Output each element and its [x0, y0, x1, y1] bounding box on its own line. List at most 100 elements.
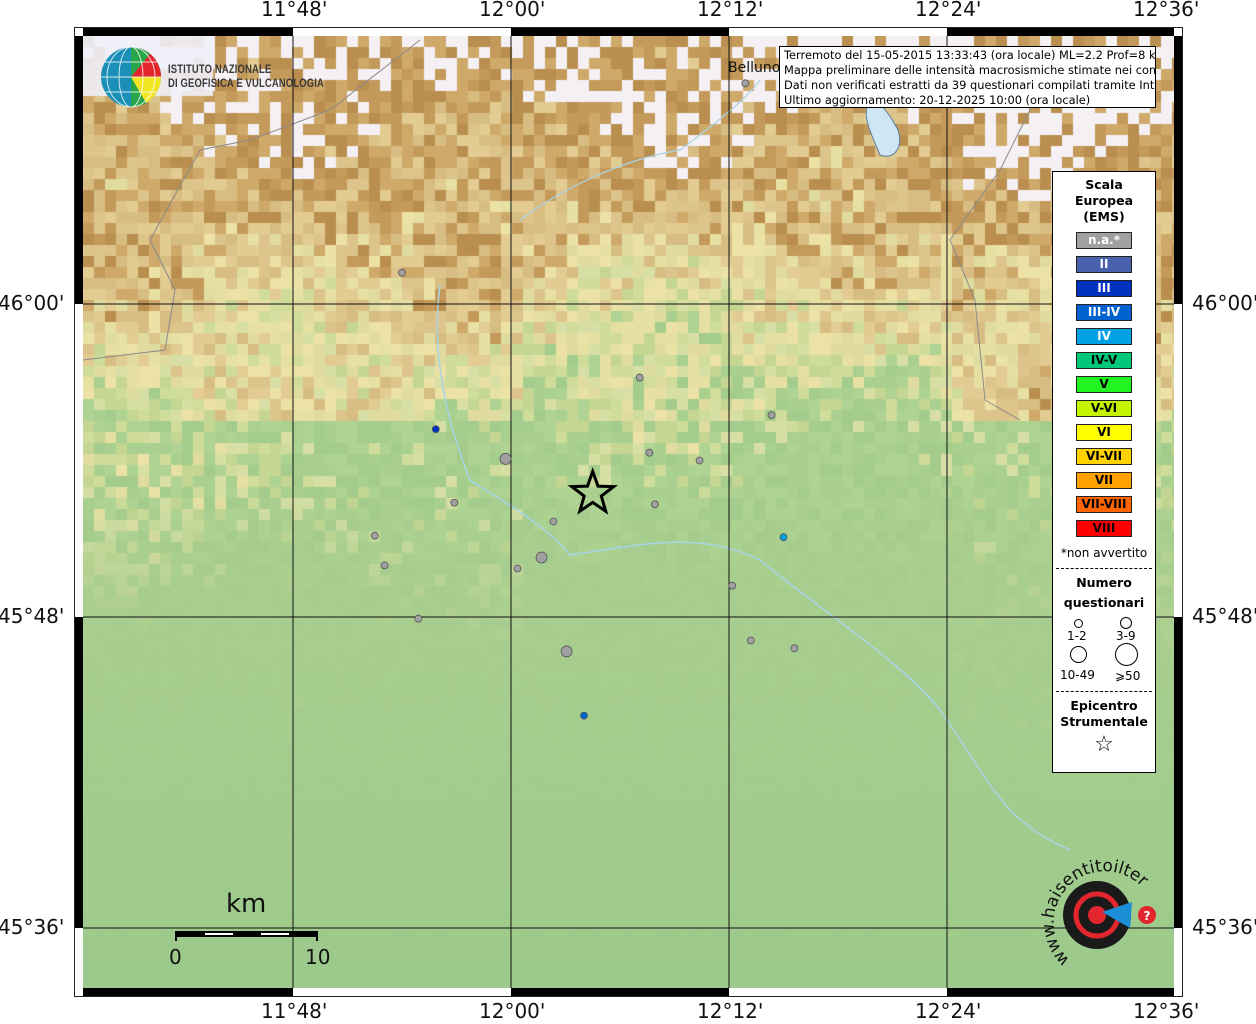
- scale-bar: [175, 931, 318, 941]
- observation-point[interactable]: [370, 531, 379, 540]
- observation-point[interactable]: [695, 456, 704, 465]
- frame-band-bottom: [293, 988, 511, 997]
- observation-point[interactable]: [414, 614, 423, 623]
- observation-point[interactable]: [431, 425, 440, 434]
- observation-points: [370, 79, 799, 720]
- lat-tick-left: 45°36': [0, 915, 65, 939]
- observation-point[interactable]: [746, 636, 755, 645]
- lon-tick-bottom: 12°12': [697, 999, 764, 1023]
- size-label: ⩾50: [1115, 669, 1141, 683]
- intensity-swatch: II: [1076, 256, 1132, 273]
- lat-tick-left: 45°48': [0, 604, 65, 628]
- legend-title: Scala Europea (EMS): [1053, 177, 1155, 225]
- legend-title-2: Europea: [1074, 193, 1134, 208]
- place-label: Belluno: [728, 60, 781, 77]
- observation-point[interactable]: [580, 711, 588, 720]
- svg-text:www.haisentitoilterremoto.it: www.haisentitoilterremoto.it: [0, 0, 1152, 970]
- intensity-swatch: V: [1076, 376, 1132, 393]
- legend-note: *non avvertito: [1060, 546, 1148, 560]
- questionnaires-title-1: Numero: [1076, 575, 1132, 590]
- intensity-scale: n.a.* II III III-IV IV IV-V V V-VI VI VI-VII VII VI…: [1053, 232, 1155, 537]
- legend-title-3: (EMS): [1083, 209, 1125, 224]
- lat-tick-left: 46°00': [0, 291, 65, 315]
- scale-unit: km: [226, 889, 267, 919]
- ingv-line2: DI GEOFISICA E VULCANOLOGIA: [168, 78, 325, 90]
- lat-tick-right: 45°48': [1192, 604, 1256, 628]
- size-label: 1-2: [1067, 629, 1087, 643]
- questionnaires-title-2: questionari: [1063, 595, 1145, 610]
- intensity-swatch: VI: [1076, 424, 1132, 441]
- legend: Scala Europea (EMS) n.a.* II III III-IV IV IV…: [1052, 171, 1156, 773]
- lon-tick-top: 12°12': [697, 0, 764, 21]
- lon-tick-bottom: 12°00': [479, 999, 546, 1023]
- intensity-swatch: VII-VIII: [1076, 496, 1132, 513]
- lon-tick-top: 12°36': [1133, 0, 1200, 21]
- lon-tick-top: 12°00': [479, 0, 546, 21]
- observation-point[interactable]: [779, 533, 788, 542]
- intensity-swatch: n.a.*: [1076, 232, 1132, 249]
- observation-point[interactable]: [450, 498, 459, 507]
- lat-tick-right: 46°00': [1192, 291, 1256, 315]
- epicenter-title-1: Epicentro: [1070, 698, 1138, 713]
- terrain-relief-map: [83, 36, 1174, 988]
- frame-band-bottom: [729, 988, 947, 997]
- map-features: [82, 39, 1071, 851]
- lon-tick-top: 11°48': [261, 0, 328, 21]
- intensity-swatch: VI-VII: [1076, 448, 1132, 465]
- observation-point[interactable]: [560, 645, 573, 658]
- observation-point[interactable]: [650, 500, 659, 509]
- circle-1-2-icon: [1074, 619, 1083, 628]
- lake: [865, 99, 900, 157]
- intensity-swatch: III: [1076, 280, 1132, 297]
- lon-tick-bottom: 12°36': [1133, 999, 1200, 1023]
- size-label: 10-49: [1060, 668, 1095, 682]
- observation-point[interactable]: [767, 411, 776, 420]
- observation-point[interactable]: [790, 644, 799, 653]
- epicenter-star-legend-icon: ☆: [1094, 732, 1114, 757]
- frame-bands: [74, 27, 1183, 997]
- hsit-logo-text: www.haisentitoilterremoto.it: [0, 0, 1152, 970]
- observation-point[interactable]: [549, 517, 558, 526]
- frame-band-right: [1174, 928, 1183, 988]
- legend-title-1: Scala: [1085, 177, 1123, 192]
- frame-band-right: [1174, 304, 1183, 617]
- river: [519, 79, 761, 221]
- divider: [1056, 691, 1152, 692]
- observation-point[interactable]: [380, 561, 389, 570]
- border-line: [949, 89, 1041, 421]
- observation-point[interactable]: [741, 79, 750, 88]
- data-source: Dati non verificati estratti da 39 quest…: [784, 78, 1156, 92]
- svg-text:?: ?: [1144, 909, 1151, 923]
- frame-band-bottom: [83, 988, 293, 997]
- epicenter-star[interactable]: [567, 466, 618, 515]
- ingv-logo-globe-icon: [101, 46, 162, 108]
- graticule: [83, 36, 1174, 988]
- intensity-swatch: III-IV: [1076, 304, 1132, 321]
- lon-tick-top: 12°24': [915, 0, 982, 21]
- border-line: [82, 39, 421, 361]
- observation-point[interactable]: [728, 581, 737, 590]
- questionnaire-size-legend: 1-2 3-9 10-49 ⩾50: [1053, 613, 1155, 685]
- lon-tick-bottom: 11°48': [261, 999, 328, 1023]
- observation-point[interactable]: [635, 373, 644, 382]
- intensity-swatch: V-VI: [1076, 400, 1132, 417]
- scale-end: 10: [305, 945, 331, 969]
- observation-point[interactable]: [398, 268, 406, 277]
- ingv-line1: ISTITUTO NAZIONALE: [168, 64, 272, 76]
- circle-3-9-icon: [1120, 617, 1132, 629]
- frame-band-left: [74, 928, 83, 988]
- frame-band-right: [1174, 36, 1183, 304]
- last-update: Ultimo aggiornamento: 20-12-2025 10:00 (…: [784, 93, 1091, 107]
- observation-point[interactable]: [645, 448, 654, 457]
- scale-start: 0: [169, 945, 182, 969]
- frame-band-top: [947, 27, 1174, 36]
- observation-point[interactable]: [499, 453, 512, 465]
- size-label: 3-9: [1116, 629, 1136, 643]
- lat-tick-right: 45°36': [1192, 915, 1256, 939]
- frame-band-left: [74, 304, 83, 617]
- observation-point[interactable]: [513, 564, 522, 573]
- observation-point[interactable]: [535, 551, 548, 564]
- event-summary: Terremoto del 15-05-2015 13:33:43 (ora l…: [784, 48, 1156, 62]
- lon-tick-bottom: 12°24': [915, 999, 982, 1023]
